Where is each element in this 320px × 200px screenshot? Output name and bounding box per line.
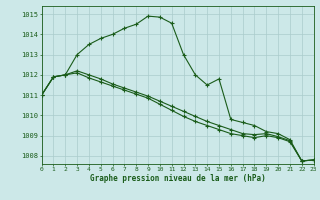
X-axis label: Graphe pression niveau de la mer (hPa): Graphe pression niveau de la mer (hPa): [90, 174, 266, 183]
